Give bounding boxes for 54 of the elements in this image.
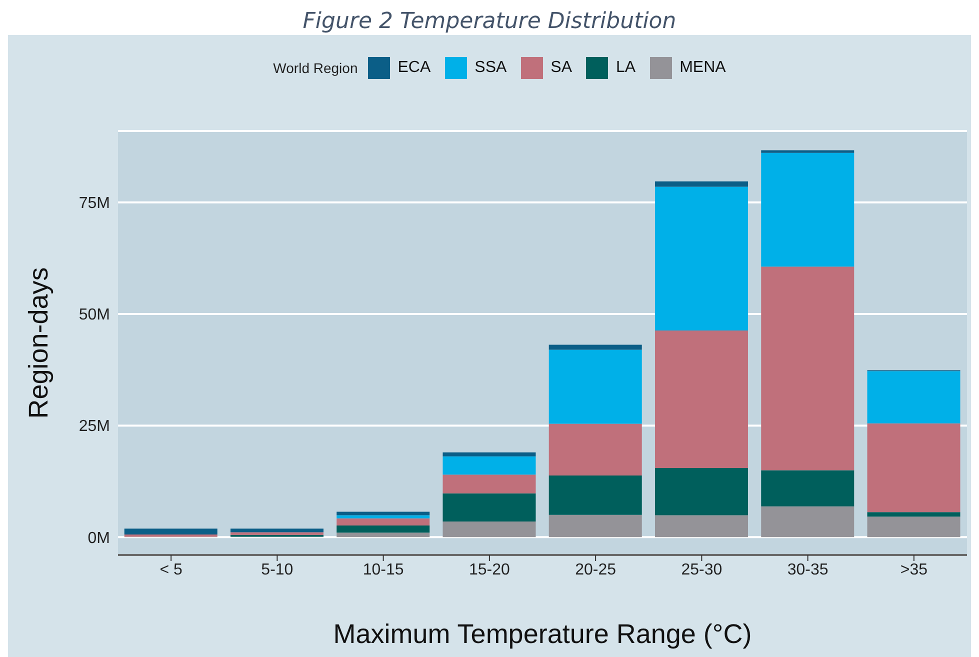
bar bbox=[654, 468, 748, 516]
bar bbox=[761, 266, 854, 470]
legend-label: LA bbox=[615, 58, 636, 78]
bar bbox=[548, 344, 642, 350]
bar bbox=[336, 515, 430, 518]
y-tick-label: 75M bbox=[78, 195, 110, 212]
x-tick-label: 15-20 bbox=[468, 561, 510, 578]
y-axis-title: Region-days bbox=[24, 267, 54, 419]
bar bbox=[761, 470, 854, 506]
y-tick-label: 25M bbox=[78, 418, 110, 436]
bar bbox=[867, 512, 960, 517]
legend-label: SA bbox=[550, 58, 572, 78]
x-tick-label: 25-30 bbox=[681, 561, 722, 578]
bar bbox=[867, 371, 960, 424]
y-tick-label: 0M bbox=[88, 530, 110, 547]
bar bbox=[867, 423, 960, 512]
x-tick-label: 30-35 bbox=[787, 561, 828, 578]
bar bbox=[442, 493, 536, 522]
bar bbox=[654, 330, 748, 468]
x-tick-label: 10-15 bbox=[362, 561, 404, 578]
bar bbox=[230, 528, 324, 532]
bar bbox=[761, 506, 854, 538]
bar bbox=[548, 424, 642, 476]
x-tick-label: < 5 bbox=[160, 561, 183, 578]
chart-title: Figure 2 Temperature Distribution bbox=[302, 8, 678, 35]
bar bbox=[654, 181, 748, 187]
bar bbox=[124, 528, 218, 534]
bar bbox=[336, 518, 430, 526]
legend-label: ECA bbox=[396, 58, 431, 78]
bar bbox=[230, 532, 324, 535]
bar bbox=[761, 150, 854, 153]
legend-title: World Region bbox=[273, 60, 358, 76]
legend-label: SSA bbox=[474, 58, 507, 78]
bar bbox=[336, 526, 430, 533]
x-tick-label: >35 bbox=[900, 561, 928, 578]
bar bbox=[442, 452, 536, 456]
bar bbox=[548, 350, 642, 424]
bar bbox=[548, 476, 642, 515]
x-tick-label: 5-10 bbox=[261, 561, 294, 578]
bar bbox=[548, 514, 642, 538]
legend-label: MENA bbox=[678, 58, 726, 78]
bar bbox=[336, 512, 430, 516]
bar bbox=[867, 516, 960, 538]
bar bbox=[761, 152, 854, 267]
bar bbox=[442, 474, 536, 494]
bar bbox=[442, 522, 536, 538]
x-tick-label: 20-25 bbox=[575, 561, 616, 578]
bar bbox=[654, 515, 748, 538]
bar bbox=[442, 456, 536, 475]
bar bbox=[124, 534, 218, 537]
x-axis-title: Maximum Temperature Range (°C) bbox=[333, 619, 752, 649]
bar bbox=[654, 186, 748, 331]
bar bbox=[336, 532, 430, 538]
y-tick-label: 50M bbox=[78, 306, 110, 324]
